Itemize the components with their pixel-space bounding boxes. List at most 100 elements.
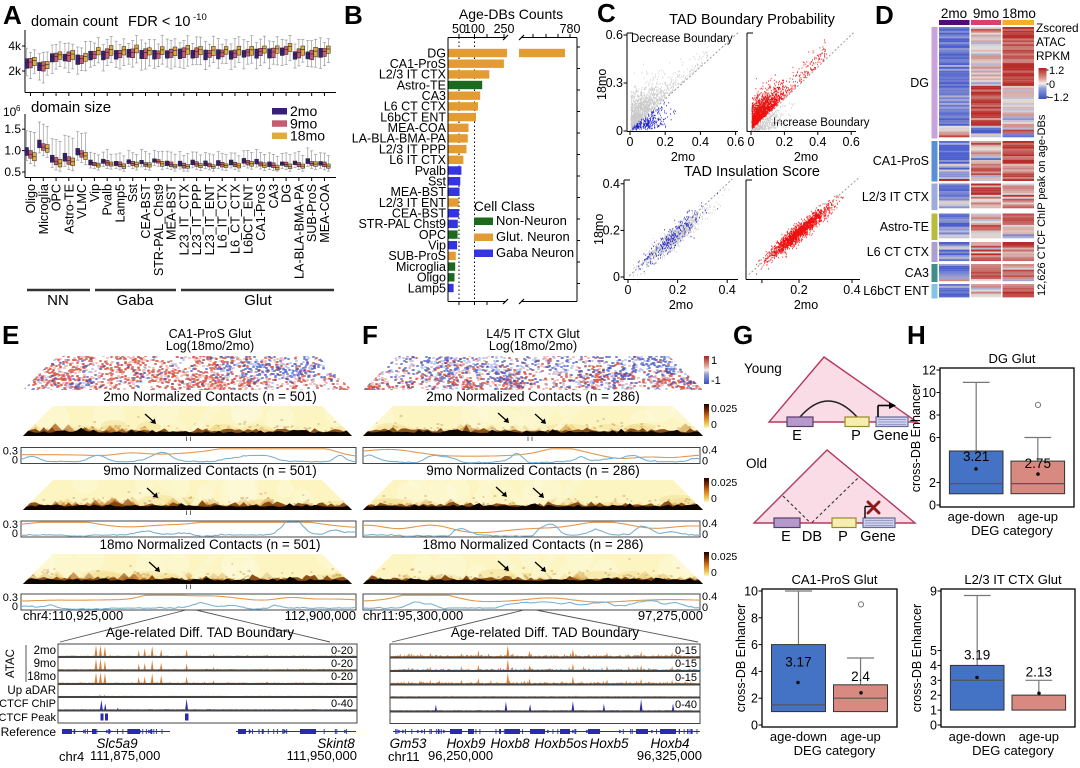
svg-text:0.4: 0.4 [603, 177, 620, 191]
svg-text:2.75: 2.75 [1025, 456, 1051, 471]
svg-text:0.6: 0.6 [606, 28, 623, 42]
svg-text:0.4: 0.4 [702, 591, 717, 603]
svg-text:0-20: 0-20 [331, 671, 353, 683]
svg-text:Hoxb5os: Hoxb5os [534, 736, 588, 751]
svg-text:0: 0 [748, 135, 755, 149]
svg-text:domain size: domain size [31, 99, 111, 116]
svg-text:0: 0 [711, 567, 717, 579]
svg-text:0: 0 [702, 529, 708, 541]
svg-text:Sst: Sst [126, 184, 140, 203]
svg-text:chr4: chr4 [59, 749, 84, 764]
svg-text:97,275,000: 97,275,000 [638, 608, 703, 623]
svg-text:Oligo: Oligo [417, 271, 446, 285]
svg-text:Glut. Neuron: Glut. Neuron [496, 229, 570, 244]
svg-text:0.3: 0.3 [3, 592, 18, 604]
svg-text:RPKM: RPKM [1036, 49, 1070, 63]
svg-text:1.0: 1.0 [4, 144, 21, 158]
svg-text:Age-related Diff. TAD Boundary: Age-related Diff. TAD Boundary [451, 625, 640, 640]
svg-text:96,325,000: 96,325,000 [637, 748, 702, 763]
svg-text:TAD Boundary Probability: TAD Boundary Probability [669, 12, 836, 28]
svg-text:DB: DB [802, 529, 822, 545]
svg-text:0-20: 0-20 [331, 658, 353, 670]
svg-text:Increase Boundary: Increase Boundary [773, 117, 870, 129]
svg-text:OPC: OPC [419, 228, 446, 242]
svg-text:Sst: Sst [428, 174, 447, 188]
svg-text:1: 1 [930, 704, 937, 718]
svg-text:Log(18mo/2mo): Log(18mo/2mo) [489, 339, 577, 353]
svg-text:chr11: chr11 [388, 749, 420, 764]
svg-text:Hoxb8: Hoxb8 [490, 736, 530, 751]
svg-text:CA1-ProS: CA1-ProS [873, 154, 929, 168]
svg-text:9mo: 9mo [290, 115, 317, 131]
svg-text:L6 CT CTX: L6 CT CTX [867, 245, 930, 259]
svg-text:MEA-BST: MEA-BST [165, 184, 179, 240]
svg-text:1: 1 [711, 355, 717, 367]
svg-text:CA1-ProS: CA1-ProS [254, 184, 268, 241]
svg-text:OPC: OPC [50, 184, 64, 211]
svg-text:Lamp5: Lamp5 [113, 184, 127, 223]
svg-text:STR-PAL_Chst9: STR-PAL_Chst9 [152, 184, 166, 276]
svg-text:3.21: 3.21 [963, 449, 989, 464]
svg-text:Non-Neuron: Non-Neuron [496, 213, 567, 228]
svg-text:CA1-ProS Glut: CA1-ProS Glut [792, 572, 878, 587]
svg-text:L2/3 IT PPP: L2/3 IT PPP [379, 142, 446, 156]
svg-text:5: 5 [930, 644, 937, 658]
svg-text:0: 0 [12, 455, 18, 467]
svg-text:6: 6 [929, 431, 936, 445]
svg-text:age-down: age-down [948, 509, 1005, 524]
svg-text:SUB-ProS: SUB-ProS [305, 184, 319, 242]
svg-text:2mo: 2mo [669, 298, 693, 312]
svg-text:E: E [781, 529, 791, 545]
svg-text:CTCF ChIP: CTCF ChIP [0, 698, 56, 710]
svg-text:0.4: 0.4 [692, 135, 709, 149]
svg-text:6: 6 [16, 104, 21, 113]
svg-text:Hoxb9: Hoxb9 [446, 736, 486, 751]
svg-text:NN: NN [47, 292, 69, 309]
svg-text:100: 100 [464, 22, 485, 36]
svg-text:L6 IT CTX: L6 IT CTX [389, 153, 446, 167]
svg-text:Oligo: Oligo [24, 184, 38, 213]
svg-text:3.19: 3.19 [964, 648, 990, 663]
svg-text:9mo Normalized Contacts (n = 2: 9mo Normalized Contacts (n = 286) [426, 463, 639, 478]
svg-text:18mo Normalized Contacts (n =: 18mo Normalized Contacts (n = 286) [423, 537, 644, 552]
svg-text:-10: -10 [193, 12, 207, 23]
svg-text:0: 0 [929, 499, 936, 513]
svg-text:Young: Young [744, 361, 782, 376]
svg-text:1.5: 1.5 [4, 122, 21, 136]
svg-text:0.6: 0.6 [843, 135, 860, 149]
svg-text:Pvalb: Pvalb [415, 164, 446, 178]
svg-text:111,950,000: 111,950,000 [287, 748, 357, 763]
svg-text:L23_IT_CTX: L23_IT_CTX [177, 183, 191, 255]
svg-text:domain count: domain count [31, 14, 118, 30]
svg-text:E: E [2, 320, 19, 350]
svg-text:DG: DG [910, 76, 929, 90]
svg-text:9: 9 [930, 585, 937, 599]
svg-text:1.2: 1.2 [1049, 65, 1064, 77]
svg-text:18mo Normalized Contacts (n =: 18mo Normalized Contacts (n = 501) [100, 537, 321, 552]
svg-text:C: C [597, 0, 616, 28]
svg-text:0.3: 0.3 [606, 76, 623, 90]
svg-text:2mo: 2mo [290, 103, 317, 119]
svg-text:0: 0 [613, 270, 620, 284]
svg-text:L6 CT CTX: L6 CT CTX [384, 100, 447, 114]
svg-text:CA3: CA3 [267, 184, 281, 209]
svg-text:111,875,000: 111,875,000 [90, 748, 160, 763]
svg-text:0.025: 0.025 [711, 551, 737, 563]
svg-text:ATAC: ATAC [1036, 35, 1066, 49]
svg-text:L6bCT_ENT: L6bCT_ENT [241, 184, 255, 254]
svg-text:2mo: 2mo [794, 298, 818, 312]
svg-text:2k: 2k [8, 64, 22, 78]
svg-text:−1.2: −1.2 [1047, 92, 1069, 104]
svg-text:0-15: 0-15 [675, 658, 697, 670]
svg-text:0-15: 0-15 [675, 645, 697, 657]
svg-text:10: 10 [744, 585, 758, 599]
svg-text:2mo: 2mo [941, 6, 967, 21]
svg-text:0: 0 [12, 601, 18, 613]
svg-text:L6bCT ENT: L6bCT ENT [863, 284, 929, 298]
svg-text:age-up: age-up [840, 729, 880, 744]
svg-text:Zscored: Zscored [1036, 21, 1079, 35]
svg-text:0.4: 0.4 [843, 283, 860, 297]
svg-text:Age-DBs Counts: Age-DBs Counts [459, 6, 563, 22]
svg-text:2mo Normalized Contacts (n = 2: 2mo Normalized Contacts (n = 286) [426, 389, 639, 404]
svg-text:18mo: 18mo [592, 214, 606, 245]
